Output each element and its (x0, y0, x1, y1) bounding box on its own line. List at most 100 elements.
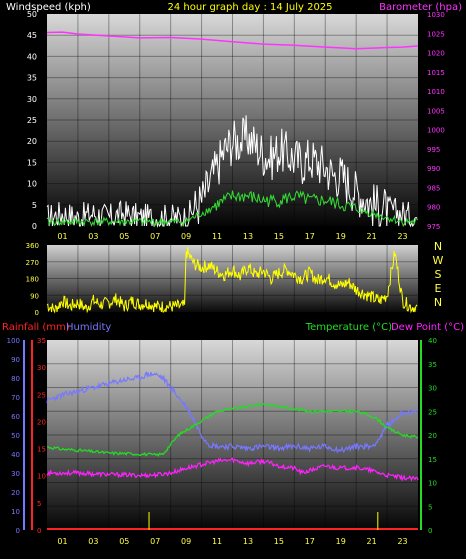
hour-tick-label: 13 (243, 537, 253, 546)
hour-tick-label: 09 (181, 537, 191, 546)
rainfall-axis-title: Rainfall (mm) (2, 322, 70, 333)
wind-direction-line (46, 246, 418, 314)
hour-tick-label: 15 (274, 537, 284, 546)
temperature-tick-label: 0 (428, 527, 432, 535)
barometer-tick-label: 1030 (427, 11, 445, 19)
hour-tick-label: 07 (150, 537, 160, 546)
humidity-tick-label: 70 (11, 394, 20, 402)
compass-label: W (433, 254, 444, 267)
temperature-tick-label: 20 (428, 432, 437, 440)
barometer-tick-label: 980 (427, 204, 440, 212)
rainfall-tick-label: 10 (37, 473, 46, 481)
direction-tick-label: 360 (26, 242, 39, 250)
compass-label: N (434, 240, 442, 253)
temp-humidity-panel: 0102030405060708090100051015202530350510… (7, 337, 437, 546)
barometer-axis-title: Barometer (hpa) (379, 2, 462, 13)
temperature-tick-label: 10 (428, 480, 437, 488)
barometer-tick-label: 1010 (427, 88, 445, 96)
barometer-tick-label: 995 (427, 146, 440, 154)
dewpoint-line (46, 457, 419, 482)
humidity-tick-label: 60 (11, 413, 20, 421)
wind-tick-label: 30 (27, 95, 37, 104)
temperature-tick-label: 40 (428, 337, 437, 345)
temperature-tick-label: 5 (428, 503, 432, 511)
hour-tick-label: 15 (274, 232, 284, 241)
barometer-tick-label: 975 (427, 223, 440, 231)
hour-tick-label: 07 (150, 232, 160, 241)
hour-tick-label: 23 (397, 537, 407, 546)
barometer-tick-label: 990 (427, 165, 440, 173)
hour-tick-label: 01 (57, 537, 67, 546)
rainfall-tick-label: 25 (37, 391, 46, 399)
wind-tick-label: 10 (27, 180, 37, 189)
wind-tick-label: 5 (32, 201, 37, 210)
temperature-tick-label: 15 (428, 456, 437, 464)
hour-tick-label: 19 (336, 537, 346, 546)
barometer-tick-label: 1015 (427, 69, 445, 77)
compass-label: S (435, 268, 442, 281)
humidity-tick-label: 0 (16, 527, 20, 535)
hour-tick-label: 11 (212, 232, 222, 241)
wind-barometer-panel: 0510152025303540455097598098599099510001… (27, 10, 445, 241)
humidity-tick-label: 90 (11, 356, 20, 364)
barometer-line (46, 31, 419, 50)
hour-tick-label: 23 (397, 232, 407, 241)
hour-tick-label: 19 (336, 232, 346, 241)
wind-axis-title: Windspeed (kph) (6, 2, 91, 13)
barometer-tick-label: 1005 (427, 107, 445, 115)
barometer-tick-label: 1025 (427, 30, 445, 38)
barometer-tick-label: 985 (427, 184, 440, 192)
compass-label: E (435, 282, 442, 295)
wind-tick-label: 40 (27, 52, 37, 61)
rainfall-tick-label: 5 (37, 500, 41, 508)
rainfall-tick-label: 35 (37, 337, 46, 345)
temperature-tick-label: 35 (428, 361, 437, 369)
wind-tick-label: 35 (27, 74, 37, 83)
humidity-tick-label: 40 (11, 451, 20, 459)
wind-tick-label: 45 (27, 31, 37, 40)
rainfall-tick-label: 30 (37, 364, 46, 372)
wind-tick-label: 50 (27, 10, 37, 19)
hour-tick-label: 21 (367, 537, 377, 546)
direction-tick-label: 0 (35, 309, 39, 317)
hour-tick-label: 05 (119, 537, 129, 546)
hour-tick-label: 17 (305, 232, 315, 241)
temperature-axis-title: Temperature (°C) (305, 322, 392, 333)
humidity-tick-label: 30 (11, 470, 20, 478)
humidity-tick-label: 50 (11, 432, 20, 440)
hour-tick-label: 03 (88, 537, 98, 546)
hour-tick-label: 11 (212, 537, 222, 546)
direction-tick-label: 270 (26, 259, 39, 267)
humidity-tick-label: 100 (7, 337, 20, 345)
direction-tick-label: 90 (30, 292, 39, 300)
compass-label: N (434, 296, 442, 309)
rainfall-tick-label: 20 (37, 418, 46, 426)
barometer-tick-label: 1000 (427, 127, 445, 135)
wind-tick-label: 25 (27, 116, 37, 125)
dewpoint-axis-title: Dew Point (°C) (391, 322, 464, 333)
hour-tick-label: 09 (181, 232, 191, 241)
rainfall-tick-label: 15 (37, 446, 46, 454)
wind-tick-label: 15 (27, 158, 37, 167)
wind-tick-label: 0 (32, 222, 37, 231)
temperature-tick-label: 25 (428, 408, 437, 416)
humidity-axis-title: Humidity (66, 322, 111, 333)
barometer-tick-label: 1020 (427, 50, 445, 58)
humidity-tick-label: 20 (11, 489, 20, 497)
windspeed-line (46, 115, 418, 228)
hour-tick-label: 01 (57, 232, 67, 241)
average-wind-line (46, 190, 419, 228)
humidity-tick-label: 80 (11, 375, 20, 383)
rainfall-tick-label: 0 (37, 527, 41, 535)
direction-tick-label: 180 (26, 276, 39, 284)
plot-background (47, 340, 418, 530)
hour-tick-label: 21 (367, 232, 377, 241)
hour-tick-label: 03 (88, 232, 98, 241)
graph-title: 24 hour graph day : 14 July 2025 (167, 2, 332, 13)
plot-background (47, 245, 418, 312)
hour-tick-label: 17 (305, 537, 315, 546)
humidity-line (46, 370, 419, 454)
